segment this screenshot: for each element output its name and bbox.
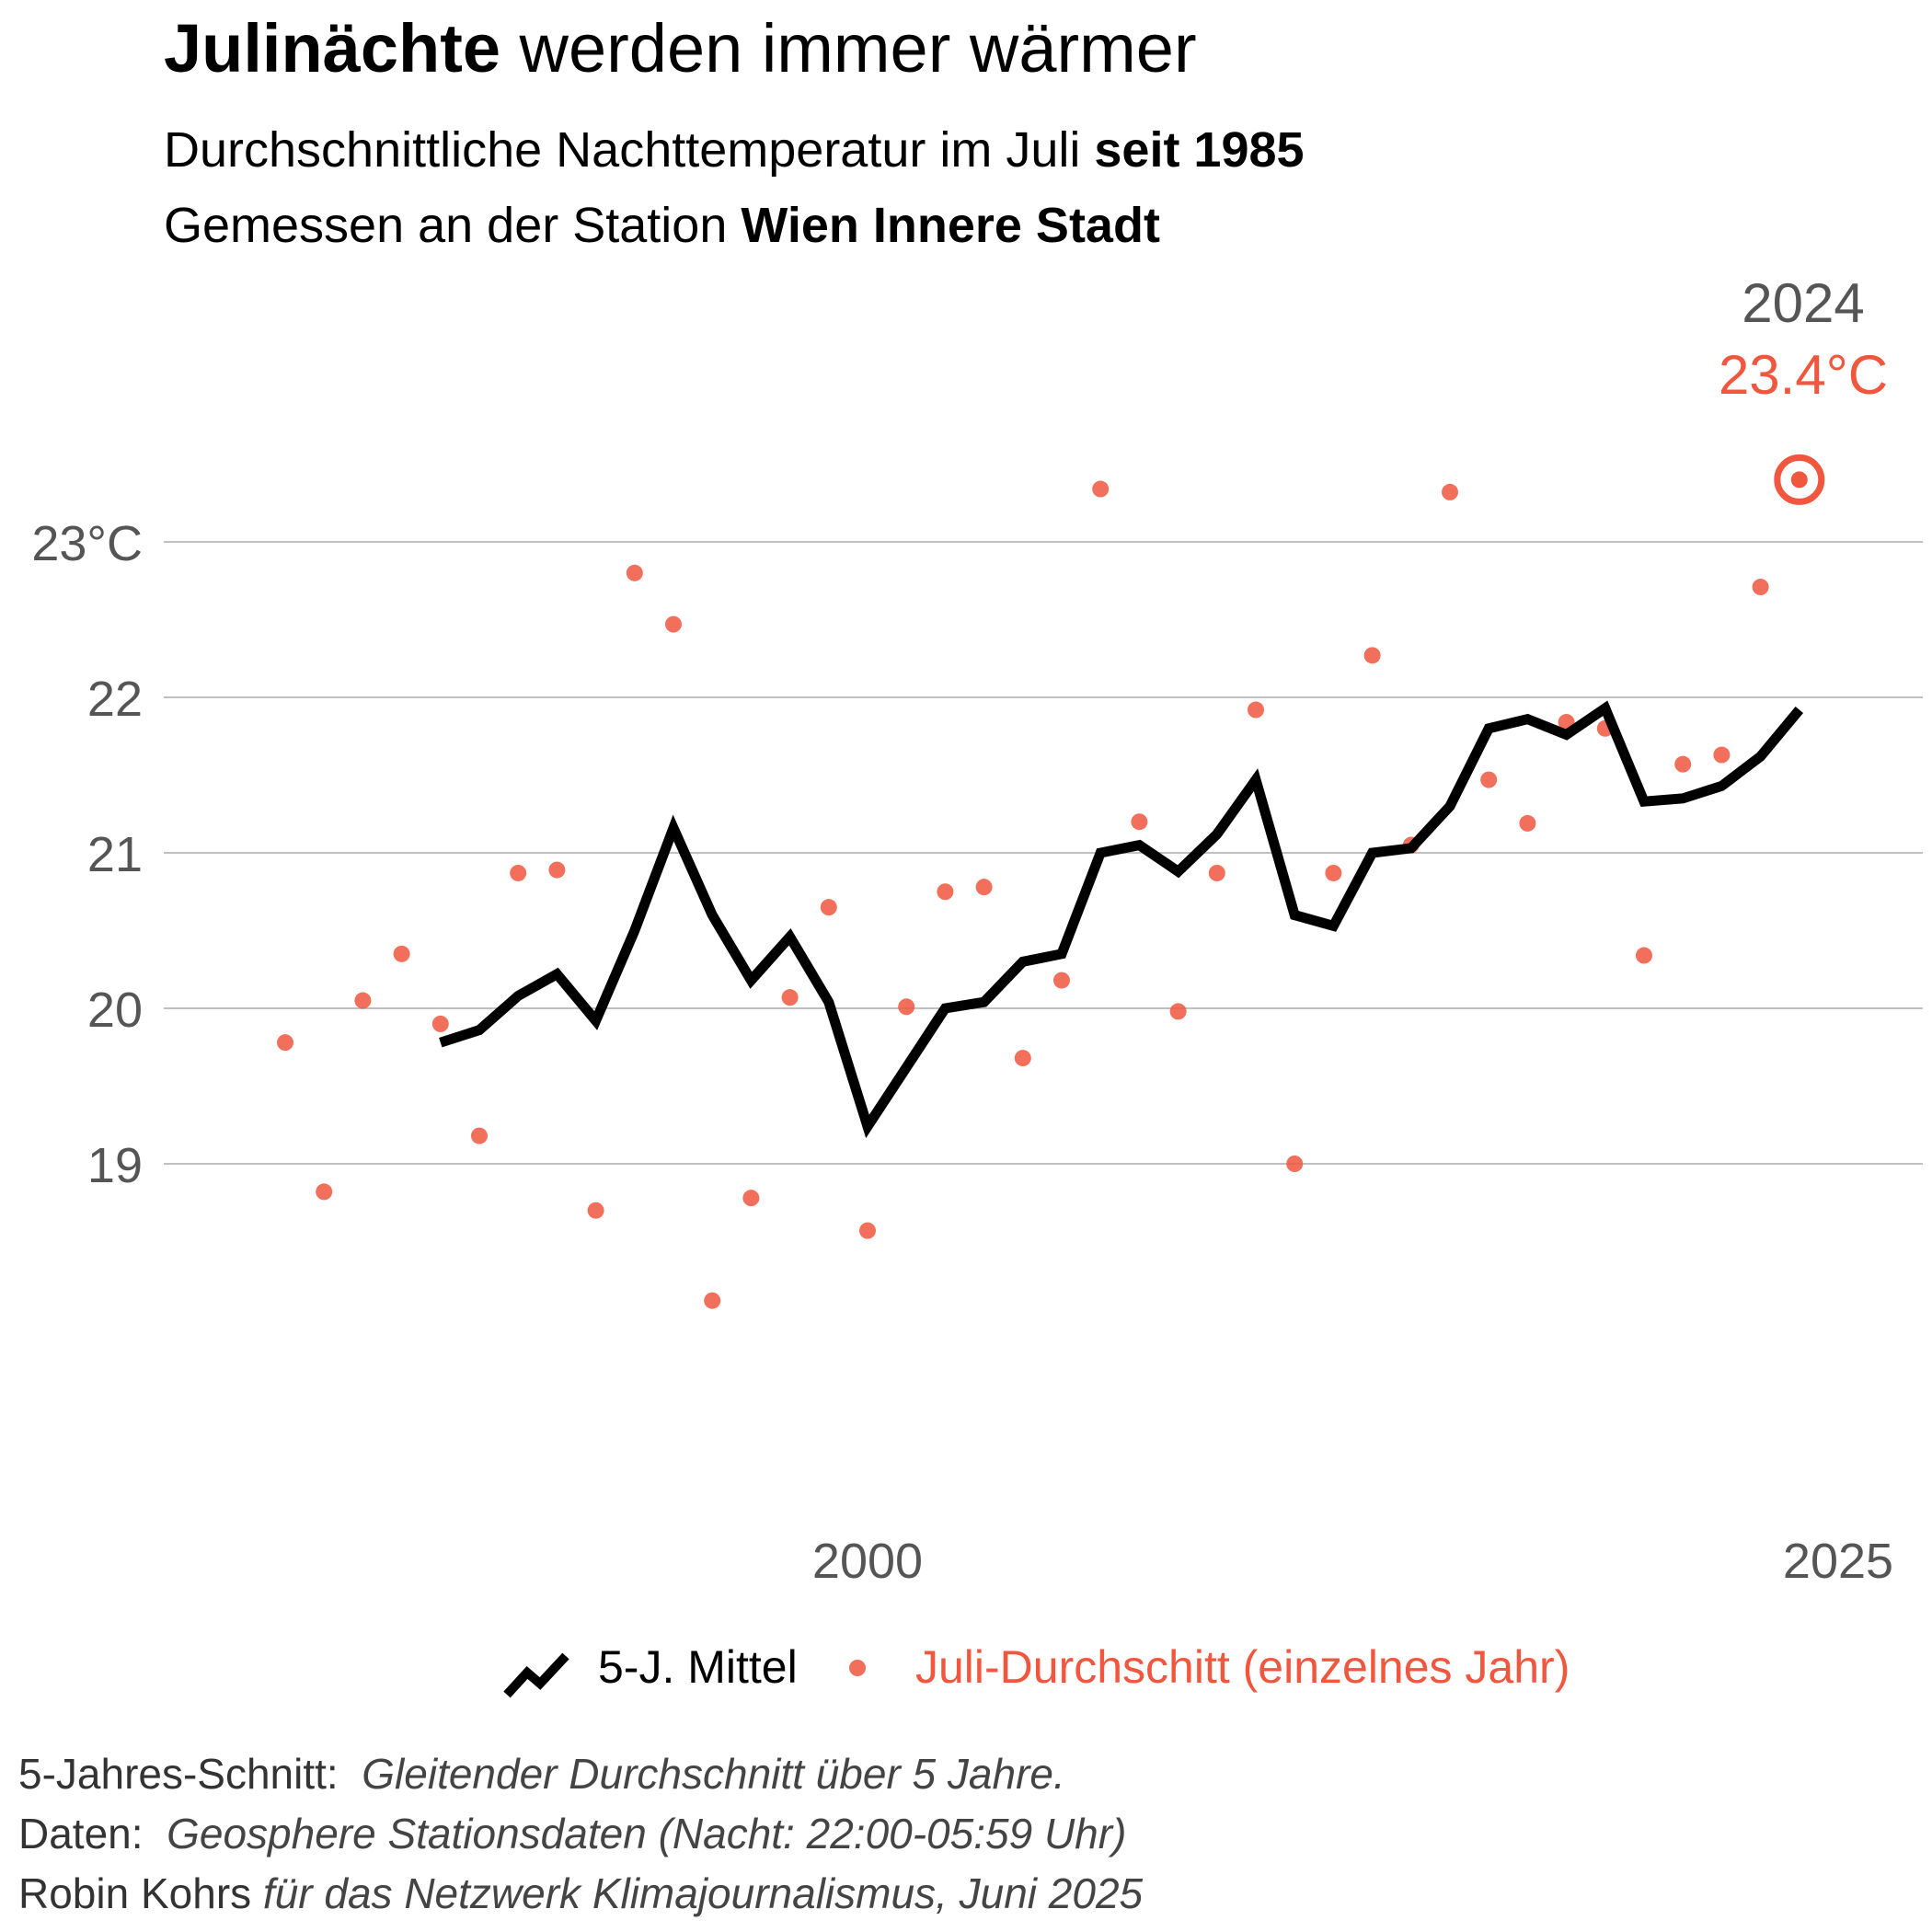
annotation-value: 23.4°C	[1719, 344, 1888, 406]
footer-source-label: Daten:	[18, 1810, 144, 1857]
chart-title: Julinächte werden immer wärmer	[164, 7, 1197, 90]
chart-subtitle-2: Gemessen an der Station Wien Innere Stad…	[164, 193, 1160, 258]
dot-1991	[510, 864, 527, 881]
legend-line-icon	[503, 1652, 569, 1698]
dot-2024	[1790, 471, 1808, 489]
x-tick-label-2025: 2025	[1783, 1534, 1893, 1589]
dot-1985	[277, 1034, 293, 1052]
dot-1998	[781, 989, 799, 1006]
dot-1995	[665, 615, 682, 633]
dot-2006	[1092, 480, 1110, 498]
moving-average-line-group	[439, 700, 1804, 1139]
footer-author-label: Robin Kohrs	[18, 1869, 252, 1917]
dot-2008	[1169, 1003, 1187, 1020]
dot-1990	[471, 1127, 488, 1144]
dot-2023	[1752, 579, 1769, 596]
y-tick-label-22: 22	[87, 672, 143, 727]
subtitle-2-text: Gemessen an der Station	[164, 198, 742, 253]
dot-2015	[1442, 483, 1458, 500]
chart-title-rest: werden immer wärmer	[500, 10, 1197, 86]
footer-method-label: 5-Jahres-Schnitt:	[18, 1750, 339, 1798]
yearly-dots	[277, 480, 1769, 1309]
dot-2016	[1480, 771, 1498, 788]
y-tick-label-23: 23°C	[31, 516, 143, 571]
dot-2002	[937, 883, 954, 901]
footer-author-text: für das Netzwerk Klimajournalismus, Juni…	[262, 1869, 1144, 1917]
subtitle-1-bold: seit 1985	[1094, 122, 1305, 178]
legend: 5-J. Mittel Juli-Durchschitt (einzelnes …	[0, 1633, 1932, 1707]
x-tick-label-2000: 2000	[812, 1534, 923, 1589]
dot-2012	[1325, 864, 1342, 881]
y-tick-label-19: 19	[87, 1138, 143, 1193]
dot-2000	[859, 1222, 876, 1239]
highlight-ring	[1774, 454, 1825, 505]
dot-2009	[1208, 864, 1225, 881]
temperature-chart: 19 20 21 22 23°C 2000 2025 2024 23.4°C	[31, 272, 1923, 1589]
dot-2013	[1363, 647, 1381, 664]
footer-method-text: Gleitender Durchschnitt über 5 Jahre.	[362, 1750, 1065, 1798]
dot-2020	[1636, 947, 1652, 964]
footer-method: 5-Jahres-Schnitt: Gleitender Durchschnit…	[18, 1748, 1065, 1800]
dot-2010	[1248, 701, 1264, 719]
dot-2001	[898, 998, 915, 1016]
chart-subtitle-1: Durchschnittliche Nachttemperatur im Jul…	[164, 118, 1305, 182]
dot-1993	[587, 1202, 604, 1219]
dot-1997	[742, 1190, 760, 1207]
y-tick-label-20: 20	[87, 983, 143, 1038]
dot-1989	[431, 1015, 449, 1032]
moving-average-line	[439, 700, 1804, 1139]
dot-1987	[354, 992, 372, 1009]
grid-lines	[164, 541, 1923, 1165]
footer-source-text: Geosphere Stationsdaten (Nacht: 22:00-05…	[167, 1810, 1127, 1857]
footer-source: Daten: Geosphere Stationsdaten (Nacht: 2…	[18, 1808, 1126, 1859]
subtitle-2-bold: Wien Innere Stadt	[741, 198, 1160, 253]
dot-1988	[393, 945, 410, 962]
dot-1992	[548, 861, 566, 879]
chart-title-bold: Julinächte	[164, 10, 500, 86]
legend-dot-label: Juli-Durchschitt (einzelnes Jahr)	[915, 1641, 1570, 1693]
legend-line-label: 5-J. Mittel	[598, 1641, 798, 1693]
subtitle-1-text: Durchschnittliche Nachttemperatur im Jul…	[164, 122, 1095, 178]
y-axis-ticks: 19 20 21 22 23°C	[31, 516, 143, 1193]
dot-2021	[1674, 755, 1692, 773]
dot-2003	[975, 879, 993, 896]
dot-1986	[316, 1183, 333, 1201]
dot-2007	[1131, 813, 1148, 831]
dot-2004	[1014, 1050, 1031, 1067]
dot-1996	[704, 1292, 721, 1309]
x-axis-ticks: 2000 2025	[812, 1534, 1893, 1589]
dot-1999	[820, 899, 837, 916]
dot-2017	[1519, 814, 1536, 832]
dot-1994	[626, 564, 643, 581]
dot-2005	[1053, 972, 1070, 989]
highlight-marker	[1774, 454, 1825, 505]
dot-2011	[1286, 1156, 1304, 1172]
y-tick-label-21: 21	[87, 827, 143, 882]
legend-dot-icon	[849, 1660, 866, 1676]
dot-2022	[1713, 746, 1731, 764]
footer-author: Robin Kohrs für das Netzwerk Klimajourna…	[18, 1868, 1143, 1919]
annotation-year: 2024	[1742, 272, 1864, 334]
